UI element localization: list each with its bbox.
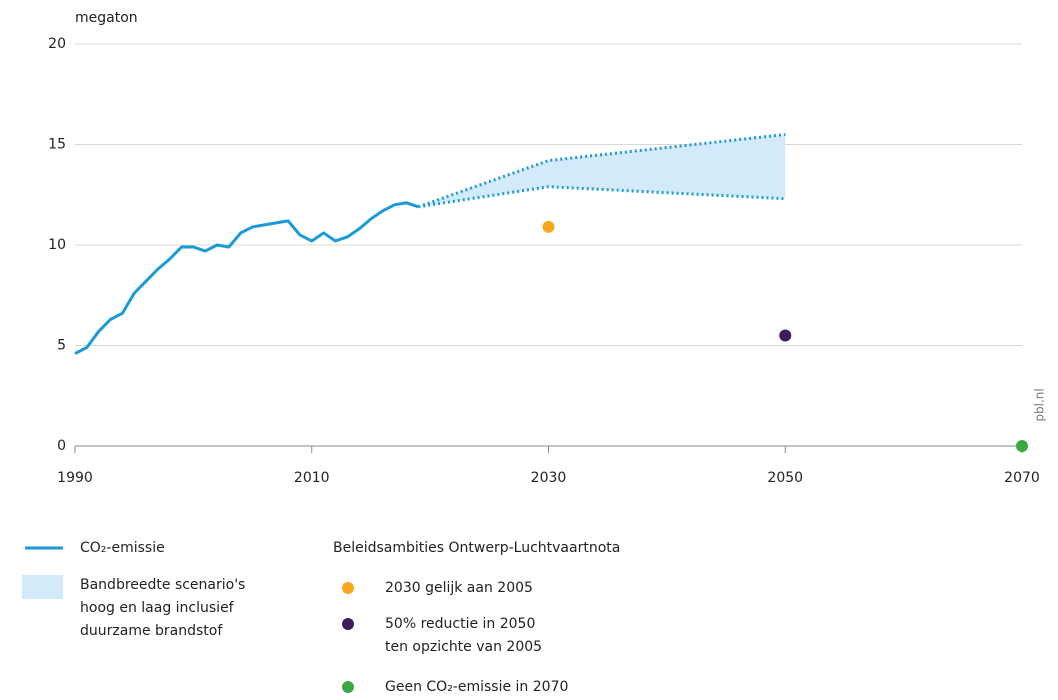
legend-label: CO₂-emissie xyxy=(80,540,165,556)
legend-band xyxy=(22,575,63,599)
y-tick-label: 20 xyxy=(48,36,66,52)
y-tick-label: 0 xyxy=(57,438,66,454)
legend-dot xyxy=(342,681,354,693)
x-tick-label: 2030 xyxy=(531,470,567,486)
y-tick-label: 15 xyxy=(48,137,66,153)
target-point xyxy=(542,220,555,233)
legend-label: ten opzichte van 2005 xyxy=(385,639,542,655)
legend-label: duurzame brandstof xyxy=(80,623,223,639)
legend-dot xyxy=(342,618,354,630)
band-edge xyxy=(418,185,786,209)
legend-label: 2030 gelijk aan 2005 xyxy=(385,580,533,596)
legend-dot xyxy=(342,582,354,594)
band-edge xyxy=(417,132,786,209)
x-tick-label: 2010 xyxy=(294,470,330,486)
line xyxy=(74,201,419,355)
legend-label: Geen CO₂-emissie in 2070 xyxy=(385,679,568,695)
legend-label: 50% reductie in 2050 xyxy=(385,616,535,632)
legend-label: hoog en laag inclusief xyxy=(80,600,235,616)
scenario-band xyxy=(418,134,786,207)
target-point xyxy=(779,329,792,342)
y-axis-label: megaton xyxy=(75,10,138,26)
source: pbl.nl xyxy=(1033,388,1047,421)
x-tick-label: 2050 xyxy=(767,470,803,486)
y-tick-label: 10 xyxy=(48,237,66,253)
target-point xyxy=(1016,440,1028,452)
x-tick-label: 2070 xyxy=(1004,470,1040,486)
legend-title: Beleidsambities Ontwerp-Luchtvaartnota xyxy=(333,540,620,556)
y-tick-label: 5 xyxy=(57,338,66,354)
legend-label: Bandbreedte scenario's xyxy=(80,577,245,593)
x-tick-label: 1990 xyxy=(57,470,93,486)
